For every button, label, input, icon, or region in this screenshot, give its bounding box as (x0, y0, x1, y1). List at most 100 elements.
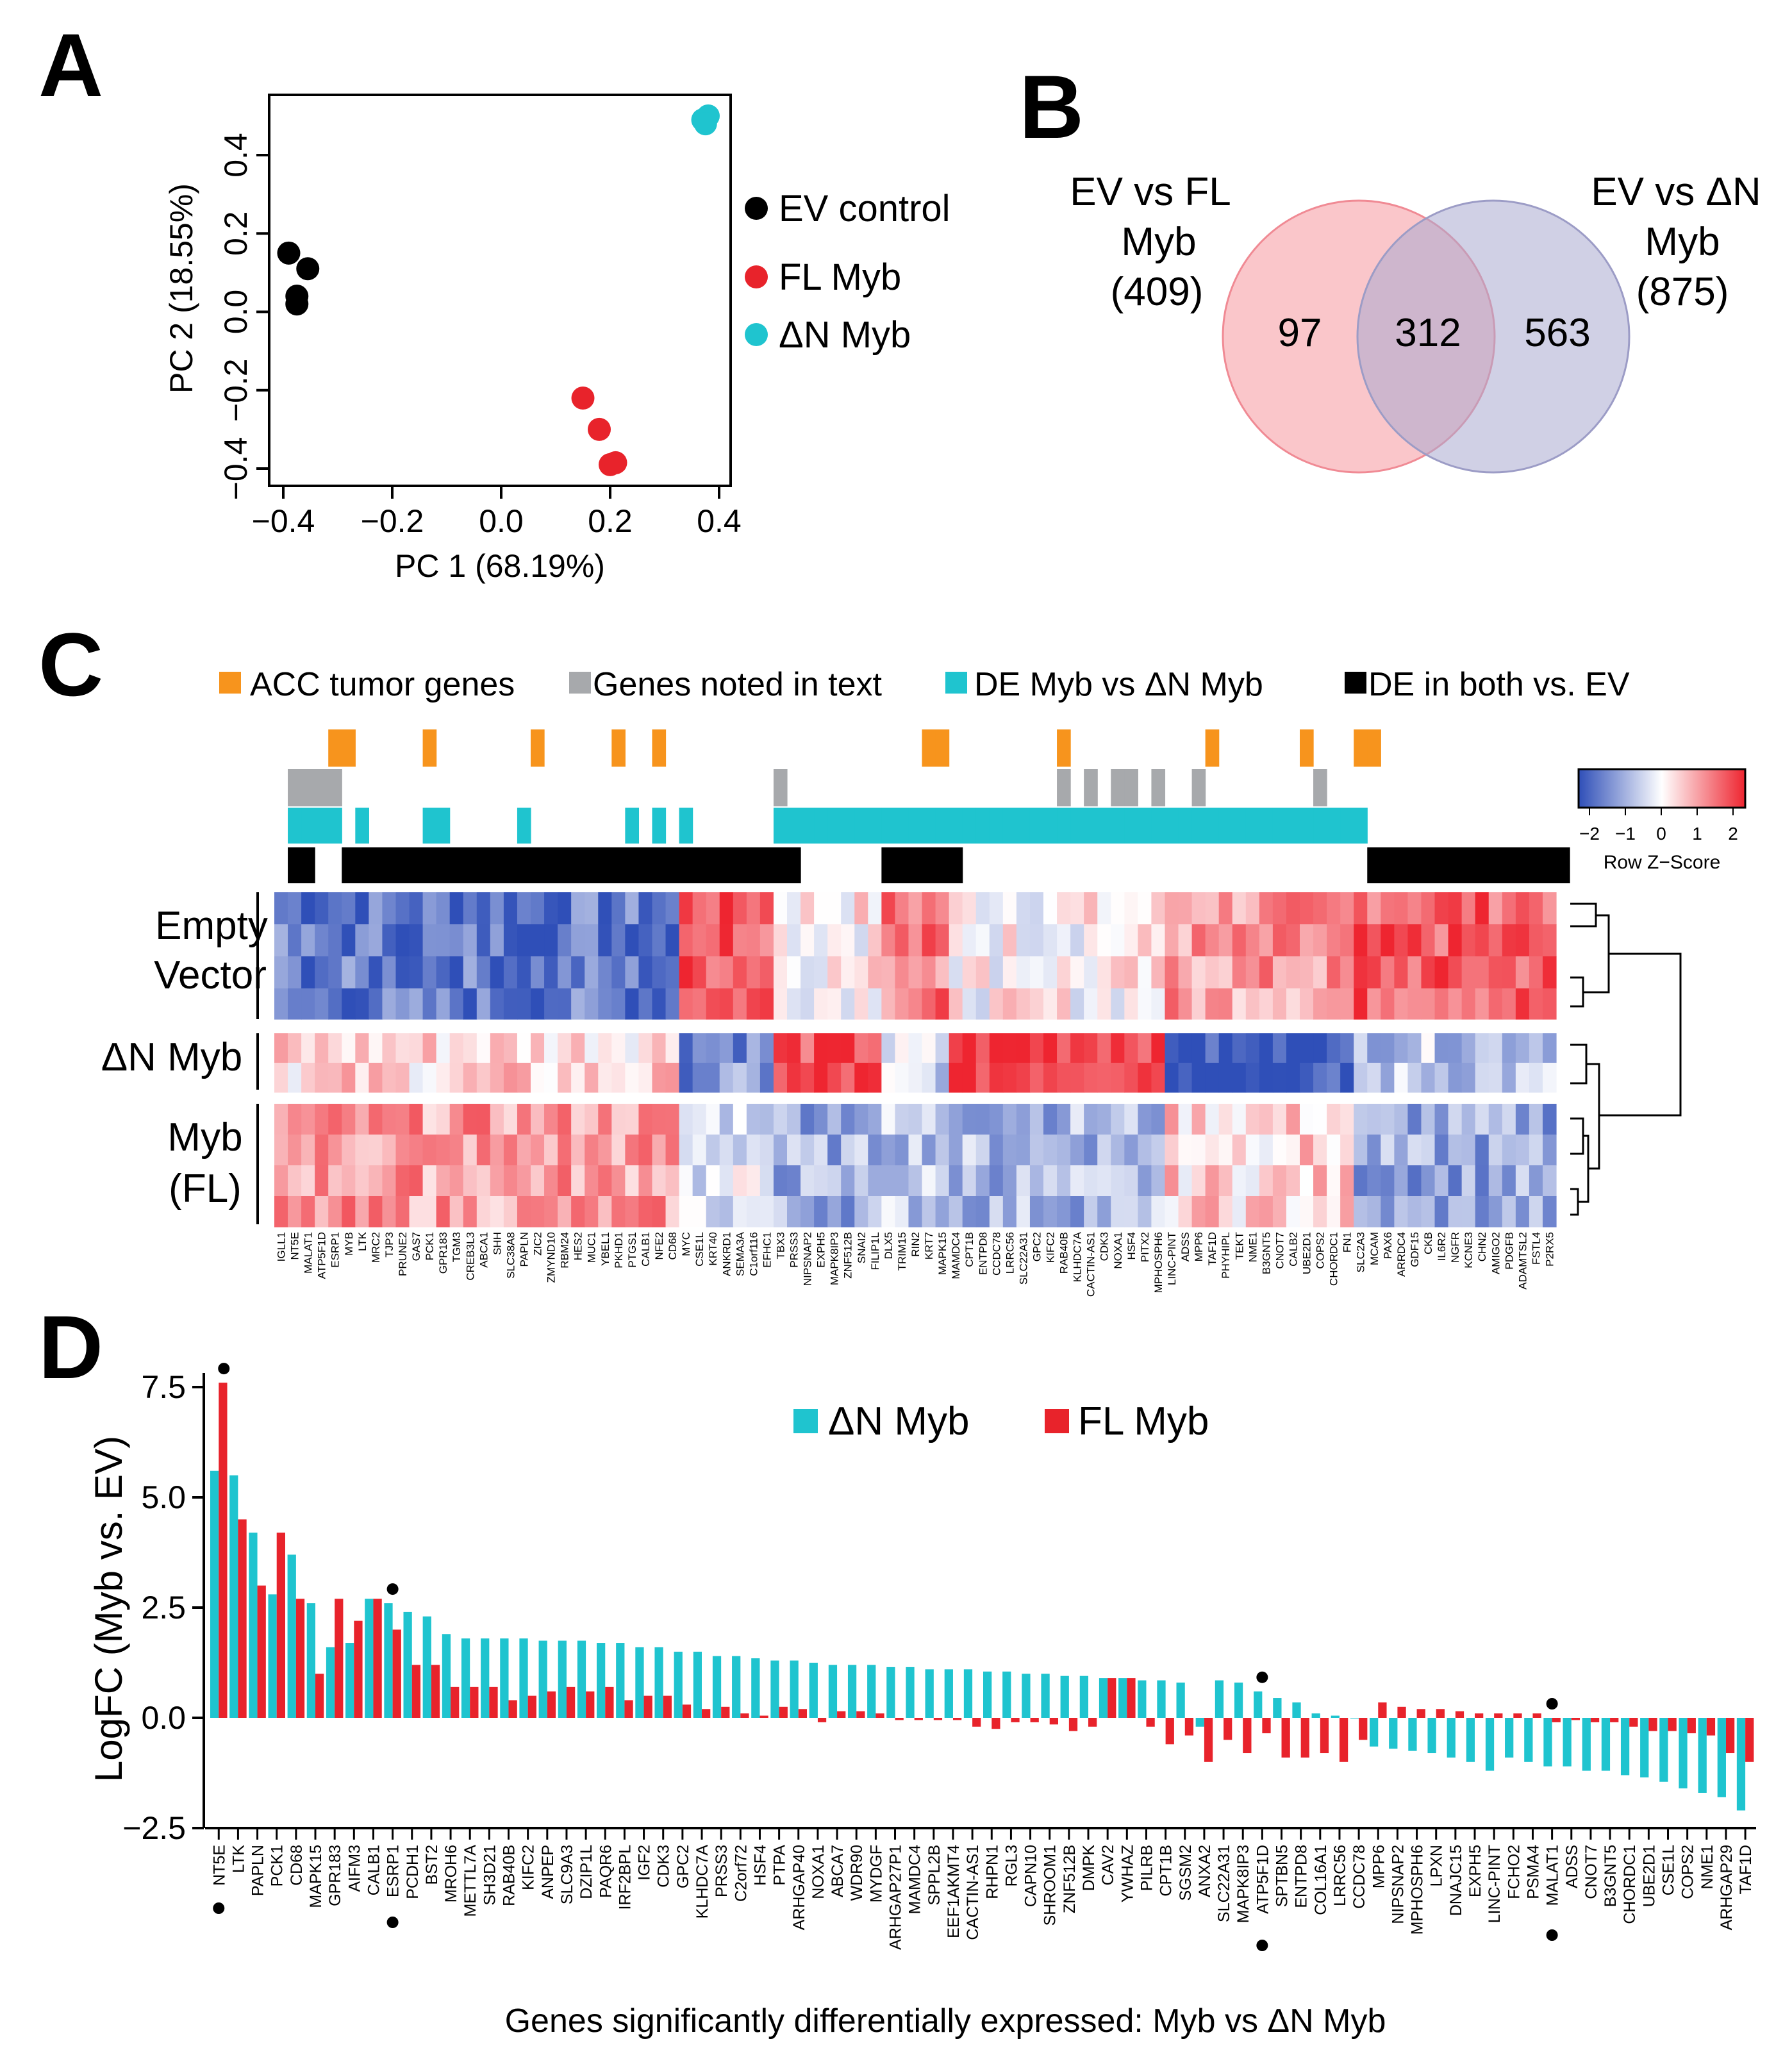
heatmap-cell-CD68 (665, 1196, 680, 1227)
bar-dn-myb-ABCA7 (828, 1665, 838, 1718)
heatmap-cell-GPR183 (436, 1165, 451, 1197)
heatmap-cell-KIFC2 (1043, 1104, 1058, 1135)
heatmap-cell-PITX2 (1138, 1063, 1152, 1093)
annotation-de-RAB40B (1057, 808, 1071, 844)
heatmap-cell-ARRDC4 (1394, 1033, 1409, 1063)
heatmap-cell-PAPLN (517, 956, 531, 989)
annotation-de-GPR183 (436, 808, 451, 844)
heatmap-cell-NFE2 (652, 892, 667, 925)
bar-fl-myb-PTPA (779, 1706, 788, 1718)
heatmap-cell-MYB (342, 892, 356, 925)
heatmap-cell-CD68 (665, 988, 680, 1020)
heatmap-cell-RAB40B (1057, 988, 1071, 1020)
heatmap-gene-label: P2RX5 (1543, 1232, 1556, 1267)
bar-dn-myb-SLC22A31 (1215, 1680, 1224, 1718)
row-label-fl: (FL) (169, 1167, 242, 1211)
annotation-both-MCAM (1367, 847, 1381, 883)
bar-category-label: PILRB (1138, 1845, 1156, 1891)
heatmap-gene-label: GPC2 (1031, 1232, 1043, 1261)
bar-dn-myb-B3GNT5 (1601, 1718, 1611, 1771)
annotation-de-PAPLN (517, 808, 531, 844)
annotation-both-ZIC2 (531, 847, 545, 883)
heatmap-cell-CD68 (665, 1063, 680, 1093)
heatmap-cell-GPR183 (436, 956, 451, 989)
heatmap-cell-KRT40 (706, 988, 720, 1020)
heatmap-cell-TAF1D (1205, 1135, 1220, 1166)
legend-swatch-both (1345, 672, 1366, 694)
bar-dn-myb-SHROOM1 (1041, 1674, 1050, 1718)
heatmap-cell-ZMYND10 (544, 1165, 558, 1197)
bar-category-label: CCDC78 (1350, 1845, 1368, 1909)
heatmap-gene-label: B3GNT5 (1260, 1232, 1272, 1274)
bar-dn-myb-PAPLN (249, 1533, 258, 1718)
heatmap-cell-SLC22A31 (1016, 1104, 1031, 1135)
heatmap-cell-TBX3 (773, 1063, 788, 1093)
heatmap-cell-PAX6 (1381, 988, 1395, 1020)
heatmap-cell-PHYHIPL (1218, 1033, 1233, 1063)
heatmap-cell-PTGS1 (625, 1033, 640, 1063)
heatmap-cell-IL6R2 (1434, 1196, 1449, 1227)
heatmap-cell-ABCA1 (476, 956, 491, 989)
bar-fl-myb-UBE2D1 (1648, 1718, 1657, 1731)
heatmap-cell-GPC2 (1029, 988, 1044, 1020)
heatmap-cell-ADAMTSL2 (1515, 1104, 1530, 1135)
bar-category-label: C2orf72 (732, 1845, 750, 1902)
heatmap-cell-MPHOSPH6 (1151, 988, 1166, 1020)
heatmap-cell-TRIM15 (895, 988, 909, 1020)
heatmap-cell-CKB (1421, 1063, 1436, 1093)
heatmap-cell-NIPSNAP2 (801, 1135, 815, 1166)
heatmap-cell-MRC2 (369, 924, 383, 957)
heatmap-cell-NIPSNAP2 (801, 988, 815, 1020)
bar-category-label: COL16A1 (1312, 1845, 1330, 1915)
heatmap-cell-TGM3 (449, 1165, 464, 1197)
heatmap-cell-GDF15 (1407, 1104, 1422, 1135)
heatmap-cell-CREB3L3 (463, 1063, 477, 1093)
heatmap-cell-CHORDC1 (1327, 892, 1341, 925)
bar-fl-myb-GPC2 (682, 1704, 692, 1718)
bar-fl-myb-KLHDC7A (702, 1709, 711, 1718)
bar-category-label: RHPN1 (983, 1845, 1001, 1899)
bar-dn-myb-PRSS3 (712, 1656, 722, 1718)
annotation-de-NFE2 (652, 808, 667, 844)
bar-fl-myb-NOXA1 (817, 1718, 827, 1722)
heatmap-cell-ESRP1 (328, 1104, 342, 1135)
bar-dn-myb-ZNF512B (1060, 1676, 1069, 1718)
color-key: −2 −1 0 1 2 Row Z−Score (1577, 768, 1746, 873)
bar-category-label: RAB40B (501, 1845, 519, 1906)
marker-dot-below-MALAT1 (1546, 1929, 1558, 1941)
heatmap-cell-CCDC78 (989, 1063, 1004, 1093)
heatmap-cell-SEMA3A (733, 988, 747, 1020)
heatmap-cell-ZIC2 (531, 1196, 545, 1227)
heatmap-cell-CNOT7 (1272, 1104, 1287, 1135)
heatmap-cell-EFHC1 (759, 1063, 774, 1093)
annotation-text-RAB40B (1057, 769, 1071, 806)
heatmap-cell-CALB1 (638, 1033, 653, 1063)
heatmap-cell-KIFC2 (1043, 956, 1058, 989)
heatmap-cell-LINC-PINT (1165, 892, 1179, 925)
heatmap-cell-NT5E (288, 1196, 302, 1227)
bar-dn-myb-NT5E (210, 1470, 219, 1718)
heatmap-cell-KCNE3 (1461, 1135, 1476, 1166)
heatmap-cell-SLC38A8 (503, 1104, 518, 1135)
bar-dn-myb-SGSM2 (1176, 1682, 1185, 1718)
dendro-fl-pair-2 (1570, 1188, 1579, 1216)
bar-dn-myb-SLC9A3 (558, 1640, 567, 1718)
heatmap-cell-KRT7 (922, 1165, 936, 1197)
heatmap-cell-MYC (679, 1135, 693, 1166)
heatmap-cell-DLX5 (881, 1196, 896, 1227)
panel-letter-c: C (38, 614, 103, 715)
heatmap-gene-label: ESRP1 (329, 1232, 342, 1268)
bar-category-label: EEF1AKMT4 (945, 1845, 963, 1938)
bar-y-tick-label: −2.5 (122, 1810, 186, 1846)
bar-category-label: CNOT7 (1582, 1845, 1600, 1899)
annotation-both-DLX5 (881, 847, 896, 883)
heatmap-cell-LRRC56 (1002, 988, 1017, 1020)
heatmap-cell-MYC (679, 956, 693, 989)
bar-fl-myb-EXPH5 (1475, 1713, 1484, 1718)
heatmap-gene-label: PTGS1 (626, 1232, 638, 1268)
heatmap-cell-SNAI2 (854, 956, 868, 989)
panel-letter-d: D (38, 1297, 103, 1397)
heatmap-cell-CSE1L (692, 956, 707, 989)
heatmap-cell-MAPK8IP3 (827, 988, 842, 1020)
bar-dn-myb-PILRB (1138, 1680, 1147, 1718)
